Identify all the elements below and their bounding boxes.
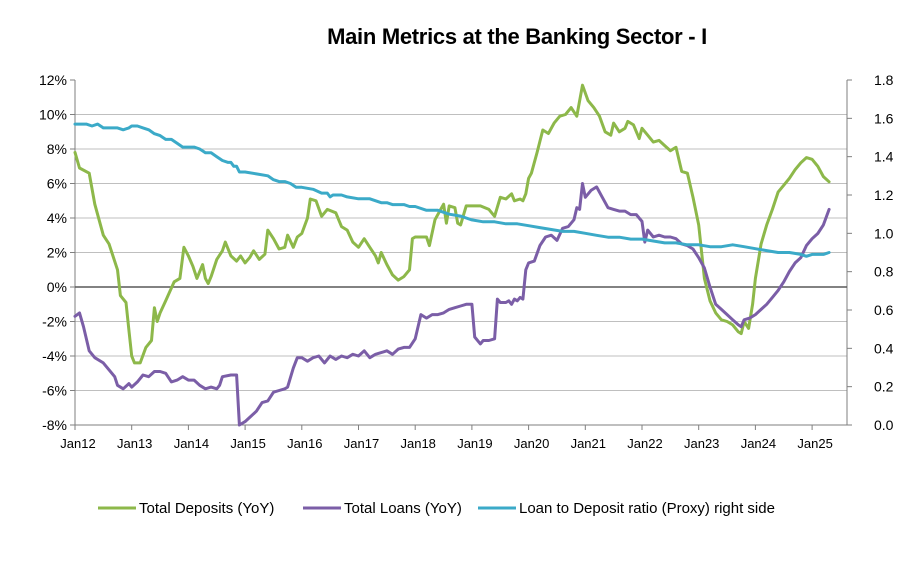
left-tick-label: 10% bbox=[39, 107, 67, 123]
left-tick-label: 6% bbox=[47, 176, 67, 192]
right-tick-label: 0.6 bbox=[874, 302, 894, 318]
x-tick-label: Jan15 bbox=[230, 436, 265, 451]
x-tick-label: Jan20 bbox=[514, 436, 549, 451]
x-tick-label: Jan24 bbox=[741, 436, 776, 451]
left-tick-label: 2% bbox=[47, 245, 67, 261]
x-tick-label: Jan16 bbox=[287, 436, 322, 451]
gridlines bbox=[75, 114, 847, 391]
left-tick-label: 12% bbox=[39, 72, 67, 88]
right-axis-ticks: 1.8 1.6 1.4 1.2 1.0 0.8 0.6 0.4 0.2 0.0 bbox=[847, 72, 894, 433]
legend-label: Total Deposits (YoY) bbox=[139, 500, 274, 517]
left-tick-label: -2% bbox=[42, 314, 67, 330]
series-line-loan-to-deposit-ratio-proxy-right-side bbox=[73, 122, 831, 258]
left-tick-label: -6% bbox=[42, 383, 67, 399]
legend: Total Deposits (YoY) Total Loans (YoY) Loa… bbox=[98, 500, 775, 517]
left-tick-label: 0% bbox=[47, 279, 67, 295]
x-tick-label: Jan25 bbox=[797, 436, 832, 451]
x-tick-label: Jan19 bbox=[457, 436, 492, 451]
left-axis-ticks: 12% 10% 8% 6% 4% 2% 0% -2% -4% -6% -8% bbox=[39, 72, 75, 433]
legend-label: Loan to Deposit ratio (Proxy) right side bbox=[519, 500, 775, 517]
x-tick-label: Jan13 bbox=[117, 436, 152, 451]
x-tick-label: Jan22 bbox=[627, 436, 662, 451]
right-tick-label: 1.2 bbox=[874, 187, 894, 203]
legend-label: Total Loans (YoY) bbox=[344, 500, 462, 517]
right-tick-label: 1.6 bbox=[874, 110, 894, 126]
x-tick-label: Jan14 bbox=[174, 436, 209, 451]
left-tick-label: 8% bbox=[47, 141, 67, 157]
series-line-total-deposits-yoy bbox=[73, 83, 831, 365]
x-tick-label: Jan18 bbox=[400, 436, 435, 451]
x-tick-label: Jan23 bbox=[684, 436, 719, 451]
x-tick-label: Jan21 bbox=[571, 436, 606, 451]
right-tick-label: 1.0 bbox=[874, 225, 894, 241]
left-tick-label: -8% bbox=[42, 417, 67, 433]
right-tick-label: 0.4 bbox=[874, 340, 894, 356]
right-tick-label: 0.2 bbox=[874, 379, 894, 395]
chart-title: Main Metrics at the Banking Sector - I bbox=[327, 24, 707, 49]
right-tick-label: 0.8 bbox=[874, 264, 894, 280]
right-tick-label: 1.8 bbox=[874, 72, 894, 88]
x-tick-label: Jan12 bbox=[60, 436, 95, 451]
series-lines bbox=[73, 83, 831, 427]
right-tick-label: 1.4 bbox=[874, 149, 894, 165]
left-tick-label: 4% bbox=[47, 210, 67, 226]
x-axis-ticks: Jan12 Jan13 Jan14 Jan15 Jan16 Jan17 Jan18 Jan19… bbox=[60, 425, 833, 451]
left-tick-label: -4% bbox=[42, 348, 67, 364]
series-line-total-loans-yoy bbox=[73, 182, 831, 427]
x-tick-label: Jan17 bbox=[344, 436, 379, 451]
right-tick-label: 0.0 bbox=[874, 417, 894, 433]
